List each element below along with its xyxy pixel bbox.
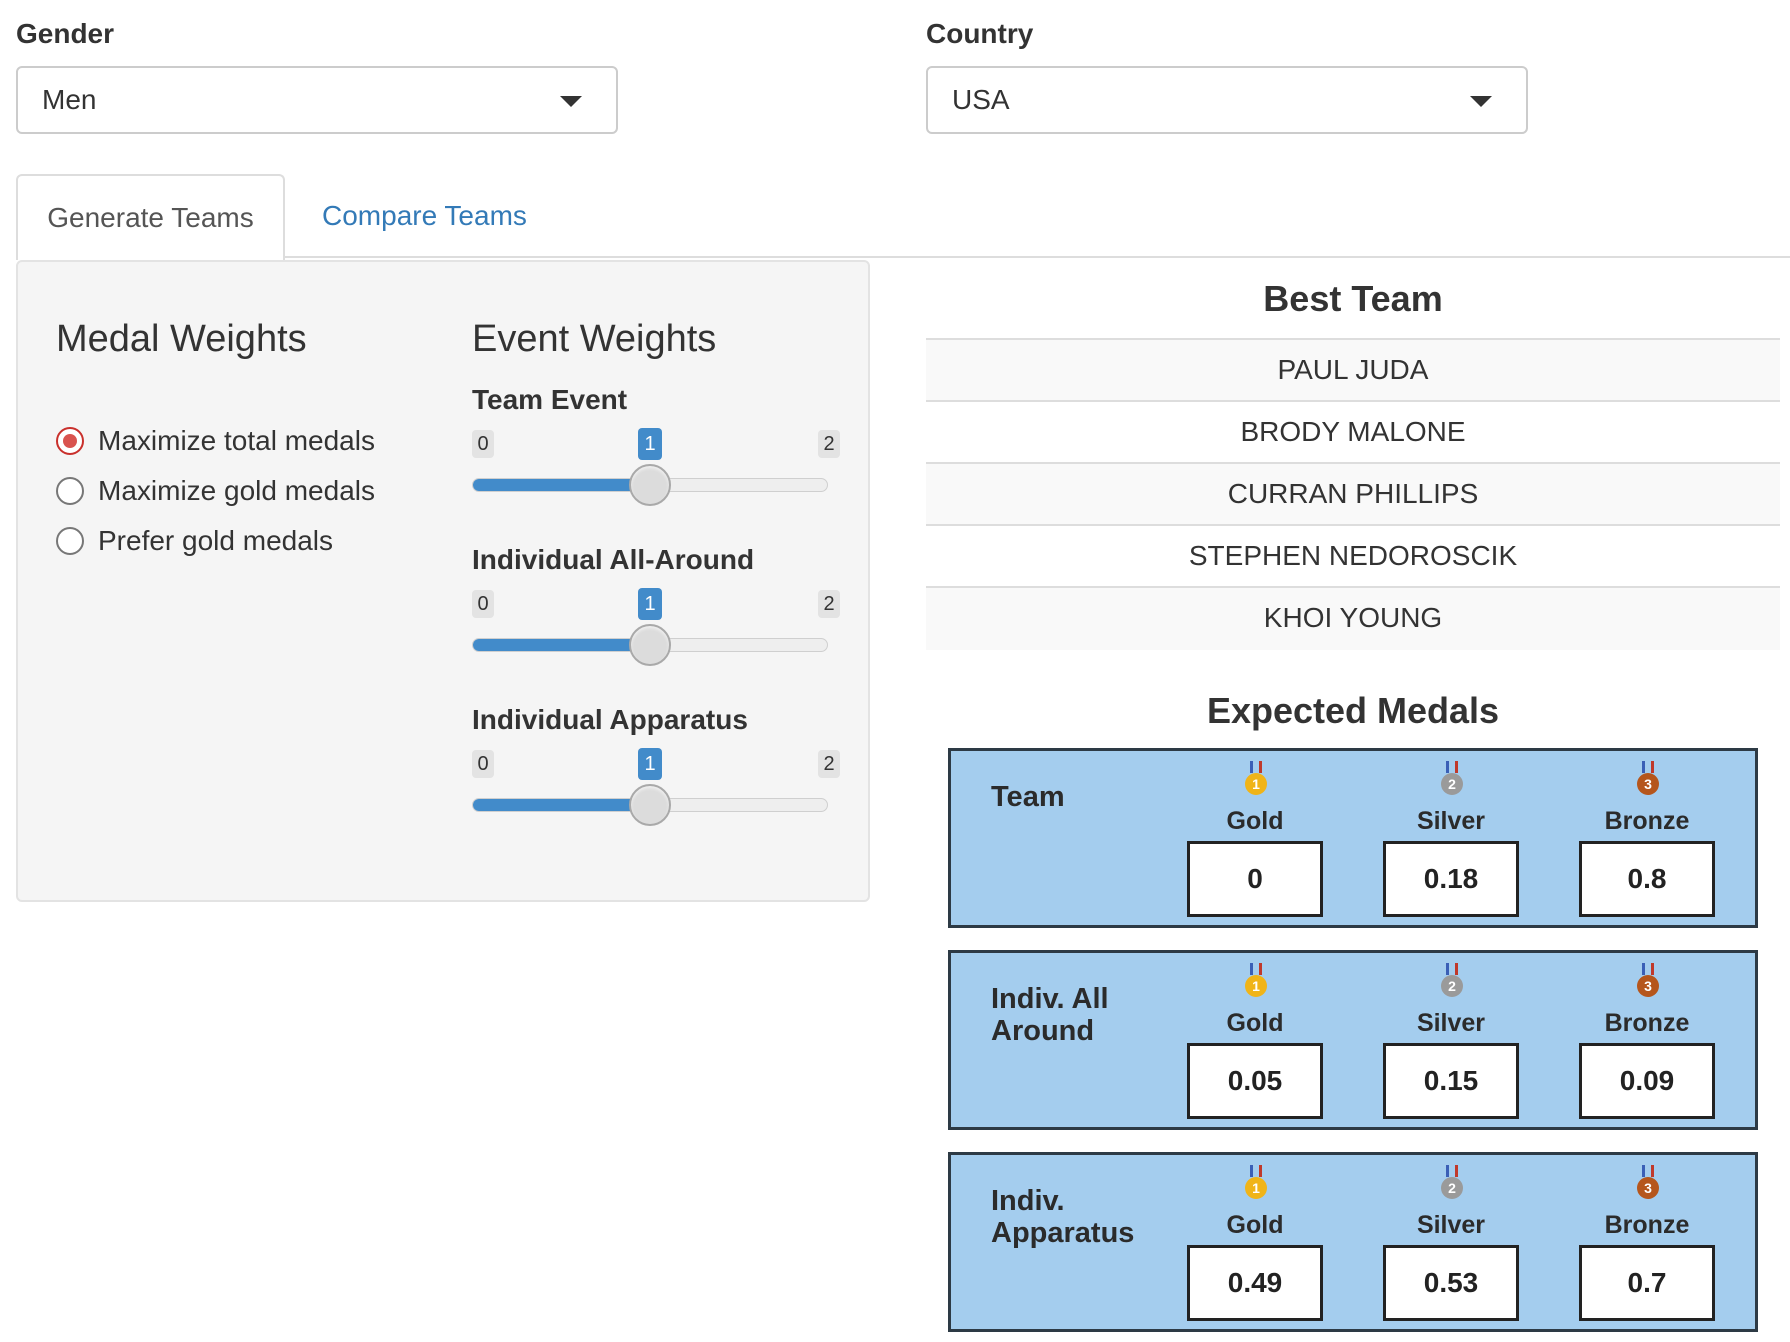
slider-value-label: 1 [638,588,662,620]
best-team-title: Best Team [1263,278,1443,319]
medal-value: 0.05 [1187,1043,1323,1119]
medal-value: 0.53 [1383,1245,1519,1321]
country-select-value: USA [952,84,1010,115]
medal-name: Gold [1226,1009,1284,1037]
medal-name: Gold [1226,1211,1284,1239]
medal-name: Silver [1416,1211,1486,1239]
medal-name: Silver [1416,807,1486,835]
tab-generate-teams[interactable]: Generate Teams [16,174,285,260]
gender-select-value: Men [42,84,97,115]
table-row: BRODY MALONE [926,402,1780,464]
slider-max-label: 2 [818,430,840,458]
medal-box-label: Indiv. Apparatus [991,1185,1135,1249]
medal-value: 0.8 [1579,841,1715,917]
expected-medals-title: Expected Medals [1206,690,1500,731]
event-weights-title: Event Weights [472,318,717,360]
gold-medal-icon: 1 [1245,963,1267,1001]
slider-value-label: 1 [638,428,662,460]
settings-panel: Medal Weights Maximize total medals Maxi… [16,260,870,902]
slider-max-label: 2 [818,750,840,778]
slider-min-label: 0 [472,750,494,778]
medal-box-team: Team 1 Gold 0 2 Silver 0.18 3 Bronze 0.8 [948,748,1758,928]
medal-name: Silver [1416,1009,1486,1037]
bronze-medal-icon: 3 [1637,963,1659,1001]
medal-name: Bronze [1604,807,1690,835]
slider-max-label: 2 [818,590,840,618]
bronze-medal-icon: 3 [1637,761,1659,799]
medal-value: 0.09 [1579,1043,1715,1119]
medal-box-all-around: Indiv. All Around 1 Gold 0.05 2 Silver 0… [948,950,1758,1130]
slider-label-all-around: Individual All-Around [472,544,755,575]
radio-label: Maximize gold medals [98,475,375,506]
silver-medal-icon: 2 [1441,1165,1463,1203]
medal-box-label: Indiv. All Around [991,983,1109,1047]
medal-value: 0.15 [1383,1043,1519,1119]
best-team-table: PAUL JUDA BRODY MALONE CURRAN PHILLIPS S… [926,338,1780,650]
medal-name: Bronze [1604,1009,1690,1037]
gold-medal-icon: 1 [1245,761,1267,799]
medal-weights-title: Medal Weights [56,318,307,360]
medal-value: 0.7 [1579,1245,1715,1321]
radio-button[interactable] [56,527,84,555]
slider-min-label: 0 [472,430,494,458]
medal-value: 0 [1187,841,1323,917]
medal-value: 0.18 [1383,841,1519,917]
medal-box-label: Team [991,781,1065,813]
gender-select[interactable]: Men [16,66,618,134]
table-row: STEPHEN NEDOROSCIK [926,526,1780,588]
medal-box-apparatus: Indiv. Apparatus 1 Gold 0.49 2 Silver 0.… [948,1152,1758,1332]
medal-value: 0.49 [1187,1245,1323,1321]
tabs-divider [16,256,1790,258]
slider-value-label: 1 [638,748,662,780]
radio-button[interactable] [56,477,84,505]
radio-button[interactable] [56,427,84,455]
table-row: PAUL JUDA [926,340,1780,402]
slider-fill [473,479,650,491]
slider-handle-team-event[interactable] [629,464,671,506]
country-select[interactable]: USA [926,66,1528,134]
chevron-down-icon [560,96,582,107]
bronze-medal-icon: 3 [1637,1165,1659,1203]
table-row: KHOI YOUNG [926,588,1780,650]
gender-label: Gender [16,18,115,49]
medal-name: Gold [1226,807,1284,835]
medal-name: Bronze [1604,1211,1690,1239]
chevron-down-icon [1470,96,1492,107]
tab-compare-teams[interactable]: Compare Teams [322,200,527,231]
gold-medal-icon: 1 [1245,1165,1267,1203]
slider-handle-apparatus[interactable] [629,784,671,826]
slider-label-team-event: Team Event [472,384,628,415]
silver-medal-icon: 2 [1441,963,1463,1001]
radio-label: Maximize total medals [98,425,375,456]
country-label: Country [926,18,1034,49]
slider-handle-all-around[interactable] [629,624,671,666]
table-row: CURRAN PHILLIPS [926,464,1780,526]
slider-min-label: 0 [472,590,494,618]
slider-label-apparatus: Individual Apparatus [472,704,748,735]
silver-medal-icon: 2 [1441,761,1463,799]
radio-label: Prefer gold medals [98,525,334,556]
slider-fill [473,639,650,651]
slider-fill [473,799,650,811]
